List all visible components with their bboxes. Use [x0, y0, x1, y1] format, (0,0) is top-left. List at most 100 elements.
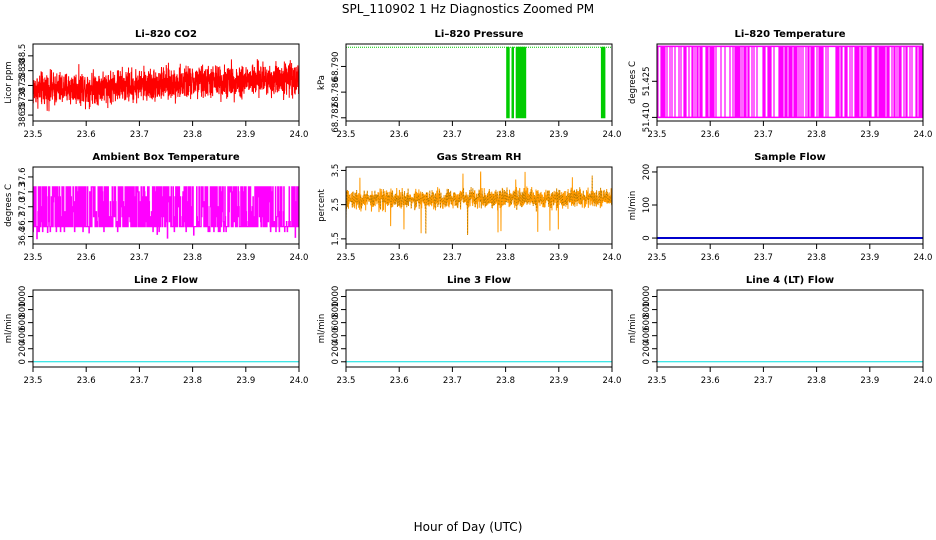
- x-tick-label: 23.5: [648, 253, 667, 263]
- y-tick-label: 68.790: [331, 52, 341, 82]
- x-tick-label: 23.6: [77, 376, 96, 386]
- y-tick-label: 200: [331, 341, 341, 357]
- y-tick-label: 800: [331, 301, 341, 317]
- series-trace: [33, 59, 299, 112]
- x-tick-label: 23.5: [337, 253, 356, 263]
- y-tick-label: 800: [18, 301, 28, 317]
- series-drop: [506, 46, 510, 119]
- x-tick-label: 24.0: [603, 376, 622, 386]
- chart-title: Sample Flow: [754, 152, 826, 163]
- y-tick-label: 400: [18, 328, 28, 344]
- y-axis-label: degrees C: [4, 184, 14, 227]
- chart-title: Ambient Box Temperature: [92, 152, 239, 163]
- x-tick-label: 24.0: [290, 376, 309, 386]
- y-tick-label: 800: [642, 301, 652, 317]
- y-axis-label: ml/min: [628, 314, 638, 344]
- x-tick-label: 23.8: [807, 253, 826, 263]
- x-tick-label: 23.8: [183, 253, 202, 263]
- figure-x-axis-label: Hour of Day (UTC): [414, 520, 523, 534]
- x-tick-label: 23.5: [648, 130, 667, 140]
- series-trace: [657, 45, 923, 119]
- y-axis-label: ml/min: [317, 314, 327, 344]
- plot-frame: [345, 289, 613, 368]
- y-tick-label: 400: [642, 328, 652, 344]
- x-tick-label: 23.5: [337, 130, 356, 140]
- x-tick-label: 23.7: [443, 130, 462, 140]
- y-axis-label: percent: [317, 189, 327, 222]
- plot-frame: [32, 166, 300, 245]
- chart-panel: Gas Stream RH 23.5 23.6 23.7 23.8 23.9 24.0 1.5…: [317, 152, 621, 263]
- x-tick-label: 23.9: [860, 253, 879, 263]
- x-tick-label: 23.6: [390, 376, 409, 386]
- x-tick-label: 23.5: [24, 253, 43, 263]
- series-trace: [346, 46, 612, 119]
- y-tick-label: 100: [642, 197, 652, 213]
- chart-title: Gas Stream RH: [437, 152, 522, 163]
- series-drop: [600, 46, 606, 119]
- chart-title: Li–820 CO2: [135, 29, 197, 40]
- y-tick-label: 37.0: [18, 197, 28, 216]
- series-drop: [515, 46, 527, 119]
- x-tick-label: 24.0: [914, 253, 933, 263]
- y-tick-label: 36.7: [18, 212, 28, 231]
- y-tick-label: 51.425: [642, 66, 652, 96]
- chart-panel: Ambient Box Temperature 23.5 23.6 23.7 23.8 2…: [4, 152, 308, 263]
- y-tick-label: 387.0: [18, 88, 28, 112]
- y-axis-label: kPa: [317, 75, 327, 90]
- y-tick-label: 600: [642, 315, 652, 331]
- series-trace: [33, 186, 299, 240]
- x-tick-label: 23.9: [549, 130, 568, 140]
- y-tick-label: 1.5: [331, 232, 341, 246]
- plot-frame: [345, 43, 613, 122]
- y-tick-label: 3.5: [331, 164, 341, 178]
- y-tick-label: 387.5: [18, 73, 28, 97]
- x-tick-label: 23.9: [549, 376, 568, 386]
- y-tick-label: 200: [642, 164, 652, 180]
- y-tick-label: 200: [642, 341, 652, 357]
- chart-title: Line 2 Flow: [134, 275, 198, 286]
- chart-title: Li–820 Pressure: [435, 29, 524, 40]
- x-tick-label: 23.8: [807, 376, 826, 386]
- y-tick-label: 37.3: [18, 182, 28, 201]
- y-tick-label: 1000: [331, 286, 341, 308]
- chart-panel: Line 3 Flow 23.5 23.6 23.7 23.8 23.9 24.0 0 2004…: [317, 275, 621, 386]
- x-tick-label: 24.0: [603, 253, 622, 263]
- x-tick-label: 23.9: [860, 376, 879, 386]
- chart-panel: Line 2 Flow 23.5 23.6 23.7 23.8 23.9 24.0 0 2004…: [4, 275, 308, 386]
- plot-frame: [32, 43, 300, 122]
- series-trace: [346, 171, 612, 235]
- series-line: [346, 171, 612, 235]
- plot-frame: [656, 43, 924, 122]
- x-tick-label: 23.5: [24, 130, 43, 140]
- plot-frame: [656, 166, 924, 245]
- x-tick-label: 23.6: [77, 130, 96, 140]
- x-tick-label: 23.7: [754, 376, 773, 386]
- series-dots: [346, 175, 612, 235]
- x-tick-label: 23.8: [496, 130, 515, 140]
- y-tick-label: 1000: [18, 286, 28, 308]
- x-tick-label: 23.6: [77, 253, 96, 263]
- x-tick-label: 23.7: [754, 253, 773, 263]
- x-tick-label: 24.0: [914, 130, 933, 140]
- y-tick-label: 37.6: [18, 167, 28, 186]
- y-tick-label: 36.4: [18, 227, 28, 246]
- y-tick-label: 386.5: [18, 103, 28, 127]
- x-tick-label: 23.6: [701, 253, 720, 263]
- y-tick-label: 388.5: [18, 44, 28, 68]
- x-tick-label: 23.5: [648, 376, 667, 386]
- x-tick-label: 24.0: [603, 130, 622, 140]
- chart-panel: Li–820 Temperature 23.5 23.6 23.7 23.8 23.9 24…: [628, 29, 932, 140]
- y-axis-label: Licor ppm: [4, 61, 14, 103]
- x-tick-label: 23.7: [130, 253, 149, 263]
- chart-title: Li–820 Temperature: [734, 29, 845, 40]
- y-tick-label: 600: [18, 315, 28, 331]
- x-tick-label: 23.9: [860, 130, 879, 140]
- x-tick-label: 23.7: [130, 130, 149, 140]
- y-tick-label: 400: [331, 328, 341, 344]
- y-tick-label: 0: [331, 359, 341, 364]
- chart-title: Line 4 (LT) Flow: [746, 275, 834, 286]
- y-tick-label: 2.5: [331, 198, 341, 212]
- x-tick-label: 23.9: [549, 253, 568, 263]
- x-tick-label: 23.7: [443, 376, 462, 386]
